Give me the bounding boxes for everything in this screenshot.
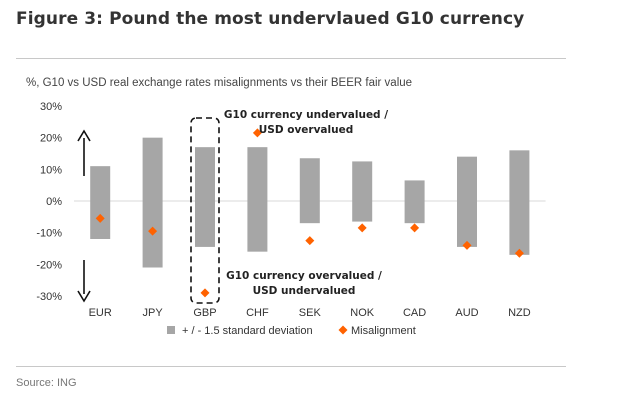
legend-swatch-range [167, 326, 175, 334]
annotation-upper-line-1: G10 currency undervalued / [224, 109, 388, 121]
down-arrow-head [77, 290, 91, 303]
misalignment-point-nzd [514, 248, 524, 258]
annotation-upper-line-2: USD overvalued [259, 124, 353, 136]
range-bar-nzd [509, 150, 530, 255]
source-divider [16, 366, 566, 367]
highlight-box [190, 117, 220, 304]
misalignment-point-gbp [200, 288, 210, 298]
misalignment-point-aud [462, 240, 472, 250]
up-arrow-head [77, 129, 91, 142]
x-tick-label: SEK [299, 307, 322, 319]
chart-subtitle: %, G10 vs USD real exchange rates misali… [26, 77, 413, 89]
figure-title: Figure 3: Pound the most undervlaued G10… [16, 9, 525, 29]
range-bar-cad [404, 180, 425, 224]
x-tick-label: EUR [89, 307, 112, 319]
misalignment-point-eur [95, 213, 105, 223]
x-tick-label: GBP [193, 307, 216, 319]
range-bar-nok [352, 161, 373, 222]
misalignment-point-jpy [148, 226, 158, 236]
legend-swatch-misalignment [338, 325, 348, 335]
y-tick-label: 10% [40, 164, 62, 176]
range-bar-gbp [195, 147, 215, 247]
range-bar-sek [299, 158, 320, 224]
x-tick-label: NOK [350, 307, 375, 319]
x-tick-label: CHF [246, 307, 269, 319]
x-tick-label: NZD [508, 307, 531, 319]
misalignment-point-nok [357, 223, 367, 233]
y-tick-label: -20% [36, 259, 62, 271]
x-tick-label: CAD [403, 307, 426, 319]
range-bar-jpy [142, 137, 163, 268]
y-tick-label: -30% [36, 291, 62, 303]
y-tick-label: 0% [46, 196, 62, 208]
title-divider [16, 58, 566, 59]
legend-label-range: + / - 1.5 standard deviation [182, 325, 313, 337]
y-tick-label: -10% [36, 228, 62, 240]
x-tick-label: JPY [143, 307, 164, 319]
misalignment-point-cad [410, 223, 420, 233]
y-tick-label: 30% [40, 101, 62, 113]
range-bar-chf [247, 147, 268, 252]
annotation-lower-line-2: USD undervalued [253, 285, 356, 297]
legend-label-misalignment: Misalignment [351, 325, 416, 337]
y-tick-label: 20% [40, 133, 62, 145]
misalignment-point-sek [305, 236, 315, 246]
source-note: Source: ING [16, 377, 77, 389]
annotation-lower-line-1: G10 currency overvalued / [226, 270, 382, 282]
range-bar-aud [457, 156, 477, 247]
x-tick-label: AUD [455, 307, 478, 319]
misalignment-point-chf [252, 128, 262, 138]
range-bar-eur [90, 166, 111, 239]
